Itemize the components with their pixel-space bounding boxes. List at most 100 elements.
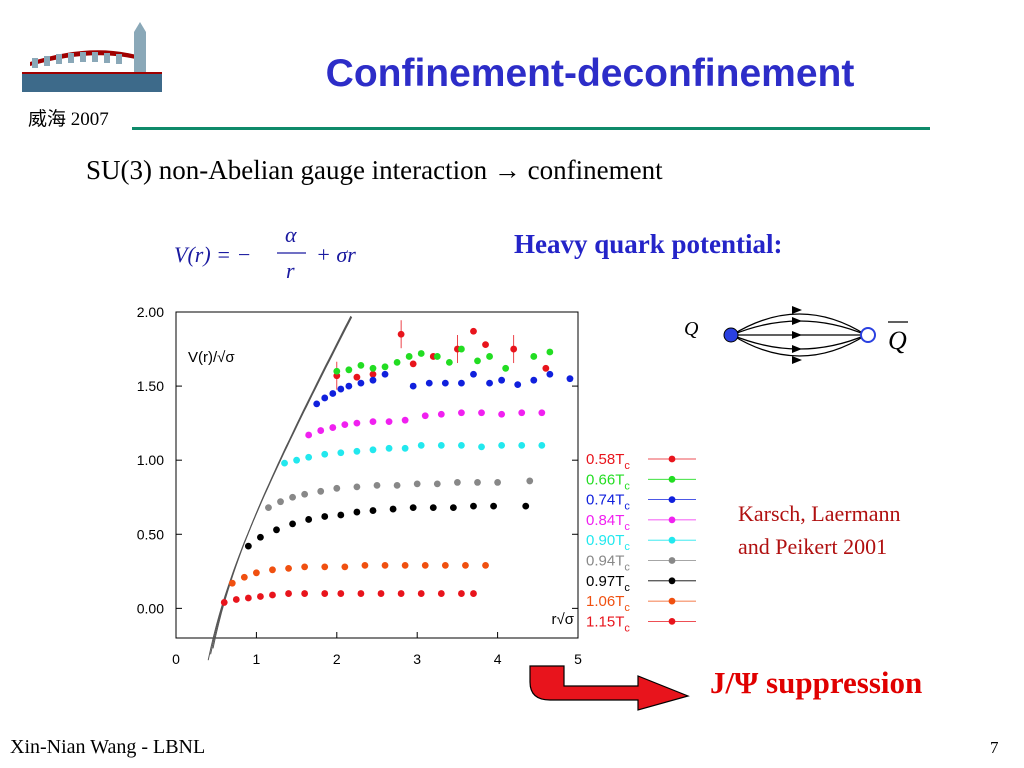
- legend-marker: [668, 557, 676, 564]
- subtitle: SU(3) non-Abelian gauge interaction → co…: [86, 155, 663, 186]
- y-axis-label: V(r)/√σ: [188, 349, 235, 366]
- data-point: [409, 382, 417, 390]
- data-point: [397, 330, 405, 338]
- data-point: [417, 441, 425, 449]
- x-axis-label: r√σ: [552, 611, 575, 628]
- subtitle-result: confinement: [527, 155, 663, 185]
- data-point: [454, 479, 461, 486]
- data-point: [490, 502, 497, 510]
- data-point: [281, 459, 288, 467]
- title-rule: [132, 127, 930, 130]
- data-point: [353, 447, 361, 455]
- data-point: [530, 353, 538, 360]
- data-point: [437, 441, 445, 449]
- data-point: [449, 504, 457, 511]
- legend-label: 0.97Tc: [586, 573, 630, 594]
- data-point: [458, 409, 465, 417]
- x-tick-label: 2: [333, 651, 341, 667]
- plot-frame: [175, 311, 579, 639]
- data-point: [361, 561, 369, 569]
- antiquark-label: Q: [888, 326, 907, 355]
- data-point: [301, 490, 309, 498]
- formula-numerator: α: [285, 222, 297, 247]
- x-tick-label: 1: [253, 651, 261, 667]
- data-point: [301, 563, 309, 571]
- legend-marker: [668, 455, 676, 463]
- data-point: [369, 364, 377, 372]
- formula-rhs: + σr: [316, 242, 356, 267]
- data-point: [357, 361, 365, 369]
- data-point: [417, 590, 425, 597]
- legend-marker: [668, 516, 676, 524]
- data-point: [369, 507, 377, 514]
- data-point: [341, 563, 349, 571]
- data-point: [510, 345, 518, 353]
- data-point: [474, 357, 481, 365]
- data-point: [401, 561, 409, 569]
- data-point: [285, 590, 292, 597]
- data-point: [458, 345, 465, 353]
- legend-label: 0.90Tc: [586, 532, 630, 553]
- data-point: [333, 367, 341, 375]
- legend-label: 0.94Tc: [586, 553, 630, 574]
- data-point: [518, 441, 526, 449]
- x-tick-label: 4: [494, 651, 502, 667]
- data-point: [498, 410, 506, 418]
- data-point: [413, 480, 421, 488]
- data-point: [417, 350, 425, 357]
- guide-curve: [212, 315, 352, 649]
- data-point: [257, 533, 264, 541]
- data-point: [538, 441, 546, 449]
- heavy-quark-label: Heavy quark potential:: [514, 229, 783, 259]
- data-point: [321, 450, 329, 458]
- data-point: [421, 561, 429, 569]
- legend-label: 0.74Tc: [586, 492, 630, 513]
- data-point: [317, 427, 325, 434]
- data-point: [369, 446, 377, 454]
- data-point: [470, 370, 477, 378]
- data-point: [240, 573, 248, 581]
- legend-label: 0.66Tc: [586, 471, 630, 492]
- data-point: [337, 449, 345, 457]
- footer-author: Xin-Nian Wang - LBNL: [10, 736, 206, 758]
- data-point: [458, 379, 465, 387]
- data-point: [337, 590, 345, 597]
- data-point: [353, 419, 361, 427]
- data-point: [269, 566, 276, 574]
- data-point: [441, 379, 449, 387]
- data-point: [337, 385, 345, 393]
- data-point: [445, 358, 453, 366]
- data-point: [345, 366, 353, 374]
- y-tick-label: 1.50: [137, 378, 164, 394]
- y-tick-label: 0.00: [137, 600, 164, 616]
- data-point: [401, 416, 409, 424]
- legend-label: 1.06Tc: [586, 593, 630, 614]
- data-point: [498, 376, 506, 384]
- data-point: [369, 376, 377, 384]
- data-point: [265, 504, 272, 511]
- data-point: [381, 561, 389, 569]
- data-point: [257, 593, 264, 600]
- data-point: [498, 441, 506, 449]
- right-arrow-icon: →: [493, 155, 521, 185]
- data-point: [317, 487, 325, 495]
- berkeley-lab-logo: [22, 22, 162, 92]
- potential-formula: V(r) = − α r + σr: [174, 222, 356, 283]
- legend-label: 1.15Tc: [586, 613, 630, 634]
- data-point: [244, 594, 252, 602]
- data-point: [421, 412, 429, 420]
- data-point: [542, 364, 550, 372]
- data-point: [321, 590, 329, 597]
- legend-marker: [668, 577, 676, 585]
- flux-tube-diagram: Q Q: [684, 306, 908, 364]
- legend-label: 0.84Tc: [586, 512, 630, 533]
- y-tick-label: 1.00: [137, 452, 164, 468]
- red-arrow-icon: [529, 665, 690, 711]
- data-point: [522, 502, 530, 510]
- data-point: [220, 599, 228, 606]
- data-point: [357, 379, 365, 387]
- data-point: [381, 363, 389, 371]
- data-point: [437, 410, 445, 418]
- subtitle-text: SU(3) non-Abelian gauge interaction: [86, 155, 488, 185]
- potential-chart: 0.00 0.50 1.00 1.50 2.00 0 1 2 3 4 5 V(r)/√σ r√σ: [137, 304, 582, 667]
